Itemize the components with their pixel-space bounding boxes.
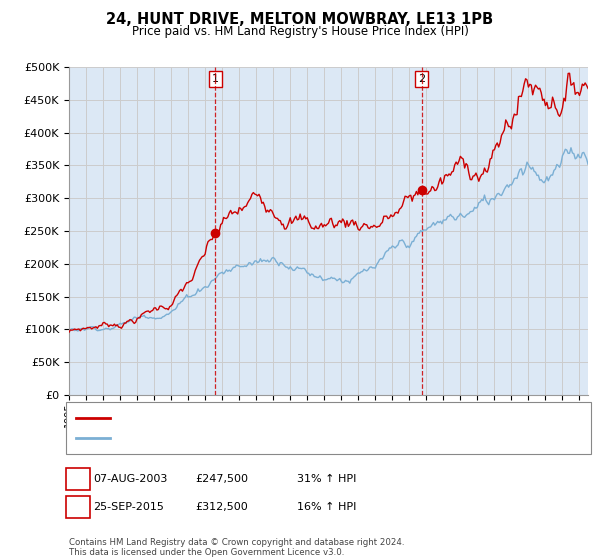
Text: £247,500: £247,500 <box>195 474 248 484</box>
Text: 25-SEP-2015: 25-SEP-2015 <box>93 502 164 512</box>
Text: 24, HUNT DRIVE, MELTON MOWBRAY, LE13 1PB (detached house): 24, HUNT DRIVE, MELTON MOWBRAY, LE13 1PB… <box>114 413 454 423</box>
Text: Price paid vs. HM Land Registry's House Price Index (HPI): Price paid vs. HM Land Registry's House … <box>131 25 469 38</box>
Text: 2: 2 <box>74 500 82 514</box>
Text: 2: 2 <box>418 74 425 84</box>
Text: 24, HUNT DRIVE, MELTON MOWBRAY, LE13 1PB: 24, HUNT DRIVE, MELTON MOWBRAY, LE13 1PB <box>106 12 494 27</box>
Text: 07-AUG-2003: 07-AUG-2003 <box>93 474 167 484</box>
Text: HPI: Average price, detached house, Melton: HPI: Average price, detached house, Melt… <box>114 433 342 443</box>
Text: £312,500: £312,500 <box>195 502 248 512</box>
Text: 1: 1 <box>74 472 82 486</box>
Text: 1: 1 <box>212 74 219 84</box>
Text: 16% ↑ HPI: 16% ↑ HPI <box>297 502 356 512</box>
Text: 31% ↑ HPI: 31% ↑ HPI <box>297 474 356 484</box>
Text: Contains HM Land Registry data © Crown copyright and database right 2024.
This d: Contains HM Land Registry data © Crown c… <box>69 538 404 557</box>
